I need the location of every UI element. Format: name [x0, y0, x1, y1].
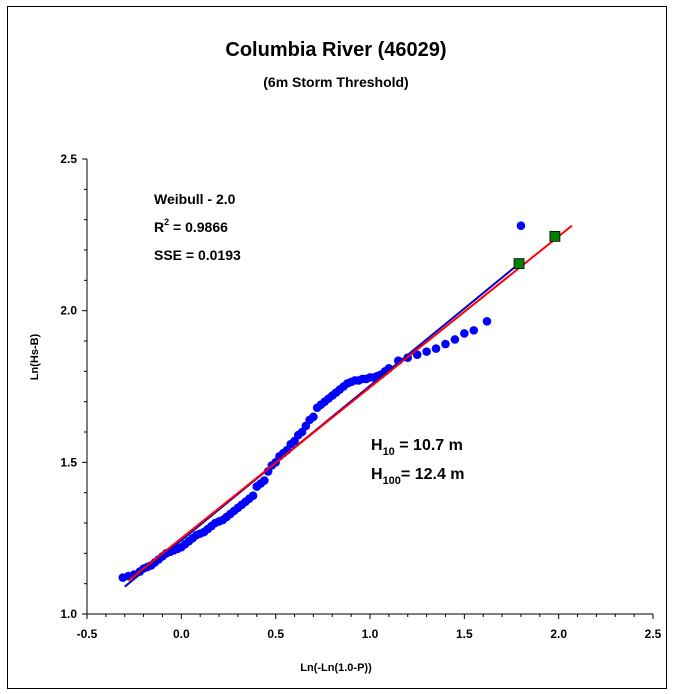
data-point — [516, 221, 526, 231]
data-point — [441, 339, 450, 349]
y-tick-label: 2.0 — [60, 304, 77, 318]
data-point — [431, 344, 441, 353]
stats-model: Weibull - 2.0 — [154, 191, 236, 207]
stats-r2-sup: 2 — [164, 217, 169, 227]
h100-annotation: H100= 12.4 m — [371, 466, 465, 487]
data-point — [482, 316, 492, 326]
return-period-marker — [513, 258, 525, 270]
h10-label: H — [371, 437, 383, 454]
axes — [82, 158, 654, 619]
x-tick-label: 2.5 — [645, 627, 662, 641]
h10-sub: 10 — [383, 446, 395, 458]
h100-value: = 12.4 m — [401, 466, 465, 483]
fit-line — [127, 224, 573, 582]
data-point — [248, 491, 258, 501]
chart-subtitle: (6m Storm Threshold) — [263, 74, 408, 90]
y-tick-label: 1.0 — [60, 607, 77, 621]
h10-annotation: H10 = 10.7 m — [371, 437, 463, 458]
y-axis-label: Ln(Hs-B) — [29, 333, 41, 380]
h10-value: = 10.7 m — [395, 437, 463, 454]
chart-frame: Columbia River (46029) (6m Storm Thresho… — [7, 6, 667, 689]
stats-r2-label: R — [154, 219, 164, 235]
h100-sub: 100 — [383, 475, 401, 487]
x-tick-label: 0.5 — [267, 627, 284, 641]
stats-sse: SSE = 0.0193 — [154, 247, 241, 263]
chart-title: Columbia River (46029) — [225, 39, 446, 61]
data-point — [469, 326, 479, 335]
return-period-marker — [549, 230, 561, 242]
h100-label: H — [371, 466, 383, 483]
tick-labels: 1.0 1.5 2.0 2.5 -0.5 0.0 0.5 1.0 1.5 2.0 2.5 — [60, 152, 661, 641]
stats-r2: R2 = 0.9866 — [154, 217, 228, 235]
data-point — [422, 347, 431, 356]
data-point — [450, 335, 460, 344]
data-point — [460, 329, 469, 338]
stats-r2-value: = 0.9866 — [169, 219, 228, 235]
y-tick-label: 2.5 — [60, 152, 77, 166]
data-point — [260, 476, 269, 485]
x-tick-label: -0.5 — [77, 627, 98, 641]
weibull-chart: Columbia River (46029) (6m Storm Thresho… — [29, 39, 662, 674]
x-tick-label: 2.0 — [550, 627, 567, 641]
x-axis-label: Ln(-Ln(1.0-P)) — [300, 662, 372, 674]
data-point — [309, 412, 318, 422]
x-tick-label: 1.0 — [362, 627, 379, 641]
data-marks — [118, 221, 573, 588]
x-tick-label: 1.5 — [456, 627, 473, 641]
y-tick-label: 1.5 — [60, 455, 77, 469]
x-tick-label: 0.0 — [173, 627, 190, 641]
